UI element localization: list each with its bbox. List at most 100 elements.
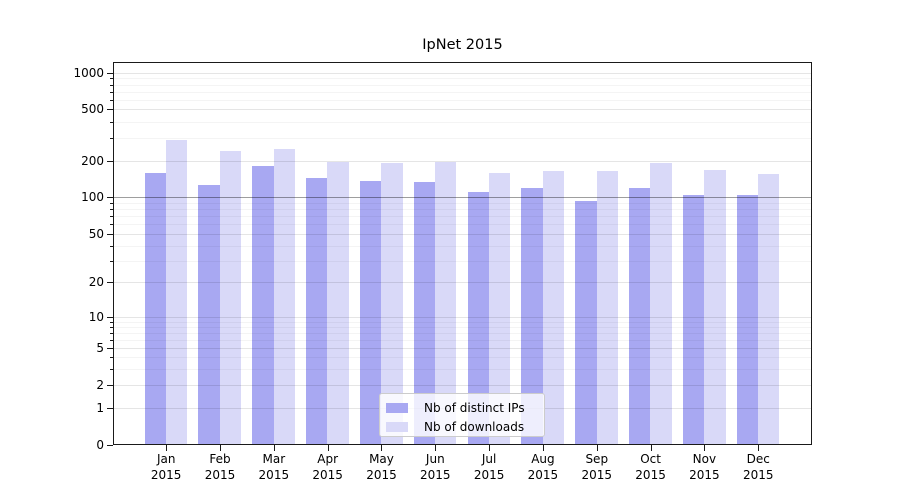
x-tick-label-year: 2015 xyxy=(150,467,182,482)
x-tick-label-jul: Jul 2015 xyxy=(457,452,521,483)
y-minor-tick-60 xyxy=(110,224,113,226)
x-tick-apr xyxy=(327,445,329,451)
bar-distinct-ips-oct xyxy=(628,187,651,445)
bar-distinct-ips-may xyxy=(359,180,382,445)
gridline-500 xyxy=(114,109,811,110)
y-minor-tick-6 xyxy=(110,339,113,341)
x-tick-label-year: 2015 xyxy=(204,467,236,482)
x-tick-label-month: Nov xyxy=(692,452,717,466)
x-tick-dec xyxy=(758,445,760,451)
chart-title: IpNet 2015 xyxy=(422,37,503,53)
x-tick-label-month: Sep xyxy=(585,452,609,466)
bar-downloads-sep xyxy=(596,170,618,445)
y-tick-label-5: 5 xyxy=(96,341,104,355)
bar-downloads-nov xyxy=(704,170,726,445)
y-minor-tick-900 xyxy=(110,78,113,80)
x-tick-label-month: Jul xyxy=(481,452,497,466)
x-tick-label-month: Apr xyxy=(317,452,339,466)
y-tick-label-200: 200 xyxy=(81,154,104,168)
y-tick-label-100: 100 xyxy=(81,190,104,204)
y-tick-label-1: 1 xyxy=(96,400,104,415)
x-tick-label-month: Feb xyxy=(209,452,231,466)
y-tick-label-500: 500 xyxy=(81,102,104,116)
gridline-400 xyxy=(114,121,811,123)
y-minor-tick-80 xyxy=(110,208,113,210)
x-tick-jun xyxy=(435,445,437,451)
x-tick-label-month: Jan xyxy=(156,452,176,466)
x-tick-label-dec: Dec 2015 xyxy=(726,452,790,483)
y-minor-tick-8 xyxy=(110,326,113,328)
y-minor-tick-600 xyxy=(110,99,113,101)
legend-label-distinct-ips: Nb of distinct IPs xyxy=(424,400,525,415)
x-tick-label-jan: Jan 2015 xyxy=(134,452,198,483)
x-tick-label-year: 2015 xyxy=(258,467,290,482)
y-minor-tick-400 xyxy=(110,121,113,123)
bar-distinct-ips-jul xyxy=(467,192,489,445)
legend-swatch-distinct-ips xyxy=(386,402,408,413)
x-tick-may xyxy=(381,445,383,451)
gridline-7 xyxy=(114,332,811,334)
bar-distinct-ips-feb xyxy=(198,184,220,445)
y-tick-label-10: 10 xyxy=(88,310,104,324)
bar-distinct-ips-mar xyxy=(252,165,274,445)
gridline-60 xyxy=(114,224,811,226)
y-minor-tick-40 xyxy=(110,245,113,247)
gridline-2 xyxy=(114,385,811,386)
x-tick-label-month: Oct xyxy=(640,452,661,466)
y-minor-tick-700 xyxy=(110,91,113,93)
x-tick-label-oct: Oct 2015 xyxy=(619,452,683,483)
bar-downloads-apr xyxy=(327,161,349,445)
bar-distinct-ips-sep xyxy=(575,201,597,445)
legend-row-downloads: Nb of downloads xyxy=(380,417,544,436)
bar-distinct-ips-dec xyxy=(736,195,758,445)
axis-spine-bottom xyxy=(113,444,812,445)
x-tick-label-month: Aug xyxy=(531,452,555,466)
y-tick-label-20: 20 xyxy=(88,275,104,289)
gridline-8 xyxy=(114,326,811,328)
y-tick-label-0: 0 xyxy=(96,437,104,452)
x-tick-label-year: 2015 xyxy=(473,467,505,482)
y-tick-1000 xyxy=(107,73,113,74)
x-tick-oct xyxy=(650,445,652,451)
axis-spine-right xyxy=(811,62,812,445)
x-tick-feb xyxy=(220,445,222,451)
x-tick-label-year: 2015 xyxy=(366,467,397,482)
gridline-4 xyxy=(114,357,811,358)
gridline-20 xyxy=(114,282,811,283)
gridline-200 xyxy=(114,161,811,162)
y-minor-tick-30 xyxy=(110,260,113,262)
y-tick-10 xyxy=(107,317,113,318)
x-tick-jul xyxy=(489,445,491,451)
axis-spine-top xyxy=(113,62,812,63)
y-minor-tick-90 xyxy=(110,202,113,204)
x-tick-label-mar: Mar 2015 xyxy=(242,452,306,483)
y-minor-tick-70 xyxy=(110,216,113,218)
gridline-30 xyxy=(114,260,811,262)
y-tick-0 xyxy=(107,444,113,446)
x-tick-aug xyxy=(542,445,544,451)
gridline-6 xyxy=(114,339,811,341)
bar-downloads-jun xyxy=(435,161,457,445)
x-tick-mar xyxy=(273,445,275,451)
x-tick-label-month: Jun xyxy=(425,452,445,466)
legend-row-distinct-ips: Nb of distinct IPs xyxy=(380,398,544,417)
y-minor-tick-4 xyxy=(110,357,113,358)
x-tick-nov xyxy=(704,445,706,451)
gridline-300 xyxy=(114,137,811,139)
x-tick-label-nov: Nov 2015 xyxy=(672,452,736,483)
x-tick-sep xyxy=(596,445,598,451)
x-tick-label-sep: Sep 2015 xyxy=(565,452,629,483)
y-tick-2 xyxy=(107,385,113,386)
y-tick-500 xyxy=(107,109,113,110)
gridline-900 xyxy=(114,78,811,80)
y-tick-1 xyxy=(107,407,113,409)
gridline-50 xyxy=(114,234,811,235)
gridline-40 xyxy=(114,245,811,247)
bar-downloads-oct xyxy=(650,162,672,445)
gridline-90 xyxy=(114,202,811,204)
y-minor-tick-800 xyxy=(110,84,113,86)
plot-area xyxy=(113,62,812,445)
x-tick-label-year: 2015 xyxy=(635,467,666,482)
legend-swatch-downloads xyxy=(386,421,408,432)
